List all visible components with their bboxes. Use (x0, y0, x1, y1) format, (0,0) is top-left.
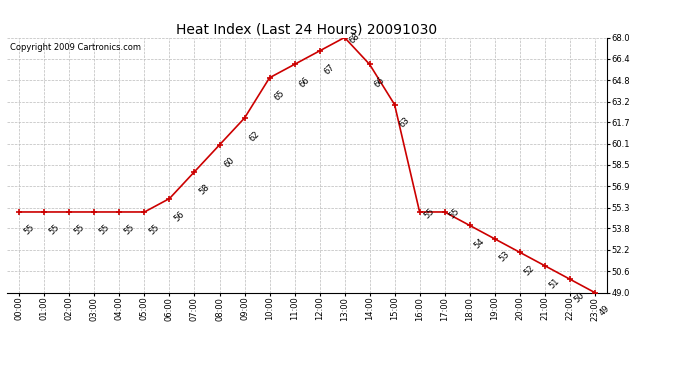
Text: 51: 51 (547, 277, 561, 291)
Text: 55: 55 (22, 223, 36, 237)
Text: 58: 58 (197, 183, 211, 197)
Text: 55: 55 (422, 206, 436, 220)
Text: 66: 66 (373, 75, 386, 89)
Text: 52: 52 (522, 263, 536, 277)
Text: Copyright 2009 Cartronics.com: Copyright 2009 Cartronics.com (10, 43, 141, 52)
Text: 56: 56 (172, 210, 186, 224)
Text: 53: 53 (497, 250, 511, 264)
Text: 68: 68 (347, 32, 362, 46)
Text: 62: 62 (247, 129, 262, 143)
Text: 65: 65 (273, 89, 286, 103)
Text: 55: 55 (147, 223, 161, 237)
Text: 54: 54 (473, 237, 486, 250)
Text: 50: 50 (573, 290, 586, 304)
Text: 55: 55 (72, 223, 86, 237)
Text: 55: 55 (97, 223, 111, 237)
Text: 63: 63 (397, 116, 411, 130)
Text: 60: 60 (222, 156, 236, 170)
Text: 55: 55 (122, 223, 136, 237)
Text: 66: 66 (297, 75, 311, 89)
Title: Heat Index (Last 24 Hours) 20091030: Heat Index (Last 24 Hours) 20091030 (177, 22, 437, 36)
Text: 67: 67 (322, 62, 336, 76)
Text: 55: 55 (447, 206, 461, 220)
Text: 49: 49 (598, 304, 611, 317)
Text: 55: 55 (47, 223, 61, 237)
